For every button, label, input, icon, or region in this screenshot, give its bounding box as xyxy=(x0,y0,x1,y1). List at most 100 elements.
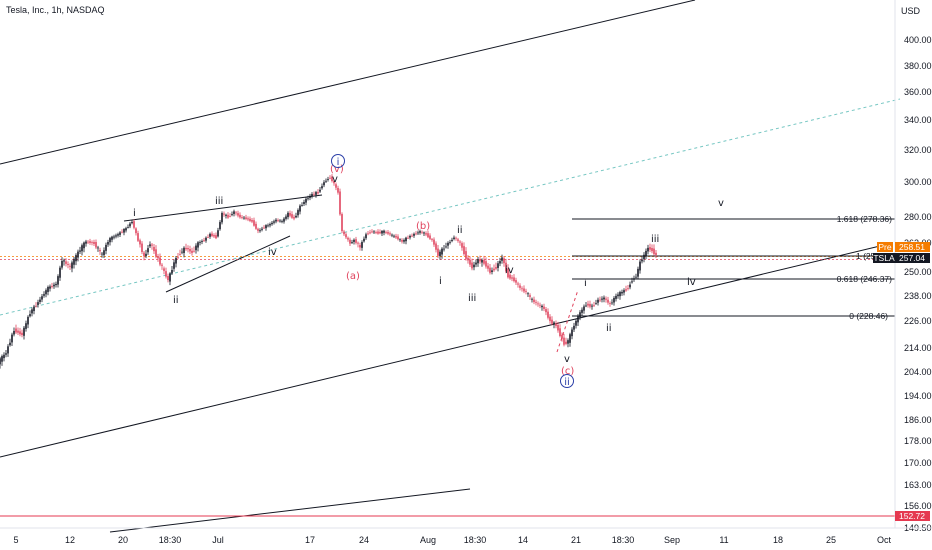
candle-body xyxy=(291,214,293,218)
time-tick-label: 20 xyxy=(118,535,128,545)
candle-body xyxy=(323,182,325,186)
candle-body xyxy=(447,242,449,246)
candle-body xyxy=(469,259,471,265)
candle-body xyxy=(163,268,165,271)
time-tick-label: 21 xyxy=(571,535,581,545)
candle-body xyxy=(437,248,439,256)
candle-body xyxy=(157,256,159,259)
candle-body xyxy=(305,198,307,203)
candle-body xyxy=(95,242,97,248)
lower-trend-line[interactable] xyxy=(109,488,471,533)
price-tick-label: 250.00 xyxy=(904,267,932,277)
candle-body xyxy=(33,306,35,312)
candle-body xyxy=(285,216,287,219)
candle-body xyxy=(593,305,595,307)
time-tick-label: 24 xyxy=(359,535,369,545)
price-tick-label: 300.00 xyxy=(904,177,932,187)
candle-body xyxy=(401,239,403,242)
candle-body xyxy=(639,261,641,271)
candle-body xyxy=(1,356,3,362)
candle-body xyxy=(569,334,571,343)
candle-body xyxy=(119,232,121,235)
candle-body xyxy=(213,235,215,237)
wave-label: v xyxy=(332,174,338,185)
candle-body xyxy=(489,267,491,273)
candle-body xyxy=(275,219,277,222)
c-wave-dashed xyxy=(556,289,579,353)
candle-body xyxy=(283,218,285,222)
candle-body xyxy=(281,221,283,222)
candle-body xyxy=(601,298,603,300)
wave-circle-marker xyxy=(331,154,345,168)
candle-body xyxy=(59,267,61,278)
wave-label: iii xyxy=(651,234,659,245)
candle-body xyxy=(51,286,53,287)
candle-body xyxy=(277,220,279,221)
candle-body xyxy=(127,227,129,228)
pre-tag-value: 258.51 xyxy=(899,242,925,252)
candle-body xyxy=(7,346,9,354)
price-tick-label: 320.00 xyxy=(904,145,932,155)
candle-body xyxy=(85,241,87,244)
candle-body xyxy=(219,222,221,230)
price-tick-label: 280.00 xyxy=(904,212,932,222)
candle-body xyxy=(121,231,123,233)
candle-body xyxy=(149,244,151,247)
wedge-lower-line[interactable] xyxy=(165,235,291,293)
candle-body xyxy=(207,237,209,238)
candle-body xyxy=(229,216,231,217)
fib-label-1618: 1.618 (278.36) xyxy=(837,214,892,224)
candle-body xyxy=(69,265,71,267)
candle-body xyxy=(105,244,107,251)
candle-body xyxy=(555,323,557,326)
candle-body xyxy=(97,247,99,249)
candle-body xyxy=(165,271,167,277)
candle-body xyxy=(173,262,175,269)
candle-body xyxy=(143,252,145,257)
candle-body xyxy=(539,304,541,306)
wedge-upper-line[interactable] xyxy=(123,194,323,222)
channel-lower-line[interactable] xyxy=(0,245,881,458)
candle-body xyxy=(417,232,419,234)
candle-body xyxy=(139,240,141,245)
candle-body xyxy=(91,242,93,244)
candle-body xyxy=(77,251,79,258)
channel-upper-line[interactable] xyxy=(0,0,696,165)
candle-body xyxy=(299,205,301,212)
candle-body xyxy=(331,176,333,181)
candle-body xyxy=(183,247,185,253)
candle-body xyxy=(195,245,197,251)
fib-extension[interactable]: 1.618 (278.36) 1 (25 0.618 (246.37) 0 (2… xyxy=(572,214,895,321)
candle-body xyxy=(651,248,653,252)
time-axis[interactable]: 5 12 20 18:30 Jul 17 24 Aug 18:30 14 21 18:30 Sep 11 1… xyxy=(13,535,891,545)
candle-body xyxy=(615,295,617,299)
candle-body xyxy=(245,217,247,219)
candle-body xyxy=(603,297,605,300)
candle-body xyxy=(315,192,317,195)
candle-body xyxy=(363,238,365,242)
candle-body xyxy=(353,239,355,242)
candle-body xyxy=(251,220,253,222)
dotted-mid-line[interactable] xyxy=(0,98,901,316)
candle-body xyxy=(11,334,13,343)
candle-body xyxy=(519,285,521,288)
candle-body xyxy=(525,290,527,292)
candle-body xyxy=(367,233,369,235)
candle-body xyxy=(453,237,455,239)
time-tick-label: Sep xyxy=(664,535,680,545)
candle-body xyxy=(9,342,11,346)
candle-body xyxy=(335,184,337,188)
price-axis[interactable]: 400.00 380.00 360.00 340.00 320.00 300.00 280.… xyxy=(904,35,932,533)
candle-body xyxy=(117,234,119,236)
price-tick-label: 214.00 xyxy=(904,343,932,353)
candle-body xyxy=(247,218,249,220)
candle-body xyxy=(333,180,335,184)
candle-body xyxy=(63,260,65,262)
candle-body xyxy=(645,250,647,256)
candle-body xyxy=(71,262,73,269)
candle-body xyxy=(223,213,225,215)
candle-body xyxy=(19,331,21,335)
last-tag-value: 257.04 xyxy=(899,253,925,263)
candle-body xyxy=(635,276,637,278)
